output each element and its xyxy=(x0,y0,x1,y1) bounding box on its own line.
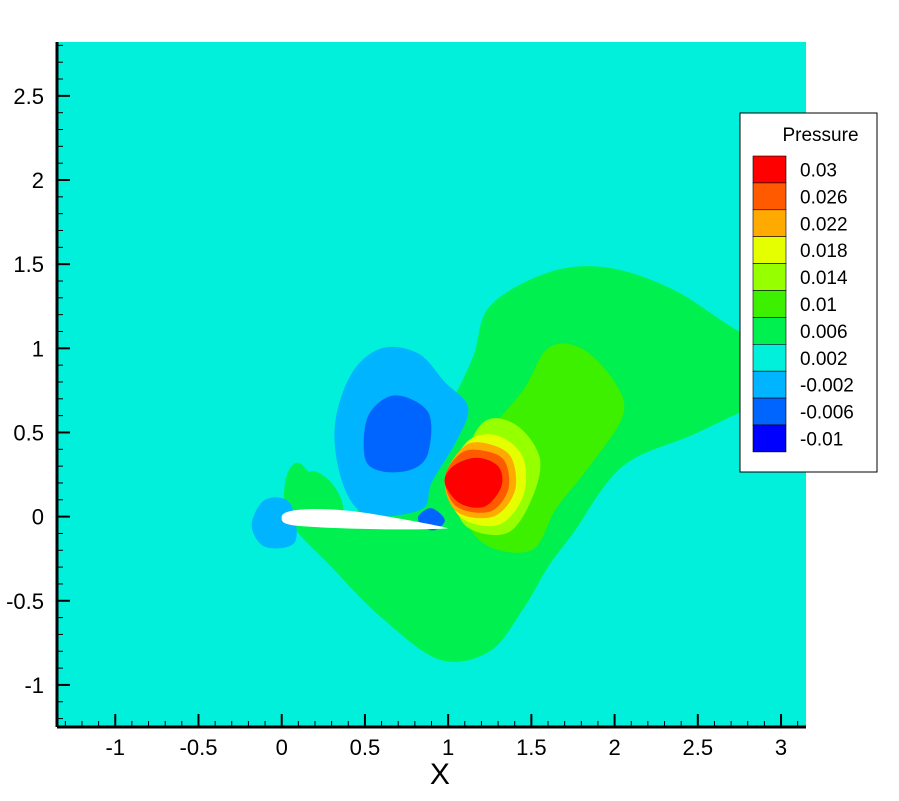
y-tick-label: 1.5 xyxy=(13,252,44,277)
legend-label: -0.01 xyxy=(800,429,843,450)
legend-label: 0.026 xyxy=(800,187,848,208)
pressure-peak-core xyxy=(444,457,503,508)
y-tick-label: 0.5 xyxy=(13,420,44,445)
legend-label: 0.01 xyxy=(800,295,837,316)
legend-swatch xyxy=(752,209,787,238)
legend-swatch xyxy=(752,263,787,291)
legend-swatch xyxy=(752,343,787,372)
legend-label: 0.03 xyxy=(800,160,837,181)
legend-swatch xyxy=(752,182,787,211)
legend-swatch xyxy=(752,370,787,399)
legend-label: 0.022 xyxy=(800,214,848,235)
leading-edge-suction xyxy=(251,497,297,549)
y-tick-label: -1 xyxy=(24,673,44,698)
legend-swatch xyxy=(752,155,787,184)
y-tick-label: -0.5 xyxy=(6,589,44,614)
x-tick-label: 2 xyxy=(608,735,620,760)
legend-label: 0.014 xyxy=(800,268,848,289)
x-axis-title: X xyxy=(430,758,450,791)
y-tick-label: 2.5 xyxy=(13,84,44,109)
y-tick-label: 0 xyxy=(32,505,44,530)
legend-label: -0.006 xyxy=(800,403,854,424)
legend-label: 0.002 xyxy=(800,349,848,370)
x-tick-label: 0 xyxy=(276,735,288,760)
legend-swatch xyxy=(752,424,787,453)
x-tick-label: 2.5 xyxy=(683,735,714,760)
airfoil xyxy=(281,509,449,530)
upper-negative-core xyxy=(363,395,432,473)
legend-label: 0.018 xyxy=(800,241,848,262)
legend-swatch xyxy=(752,290,787,318)
legend-swatch xyxy=(752,397,787,426)
axes: -1 -0.5 0 0.5 1 1.5 2 2.5 3 -1 -0.5 0 0.5 1 1.5 2 2.5 X xyxy=(6,42,806,791)
y-tick-label: 1 xyxy=(32,336,44,361)
legend-swatch xyxy=(752,236,787,264)
x-tick-label: 1.5 xyxy=(516,735,547,760)
legend: Pressure 0.03 0.026 0.022 0.018 0.014 0.01 0.00… xyxy=(739,112,878,473)
x-tick-label: -1 xyxy=(105,735,125,760)
legend-label: 0.006 xyxy=(800,322,848,343)
x-tick-label: -0.5 xyxy=(180,735,218,760)
x-tick-label: 3 xyxy=(775,735,787,760)
legend-label: -0.002 xyxy=(800,376,854,397)
legend-swatch xyxy=(752,317,787,345)
y-tick-label: 2 xyxy=(32,168,44,193)
legend-title: Pressure xyxy=(782,125,858,146)
x-tick-label: 0.5 xyxy=(350,735,381,760)
x-tick-label: 1 xyxy=(442,735,454,760)
plot-area xyxy=(57,42,806,727)
